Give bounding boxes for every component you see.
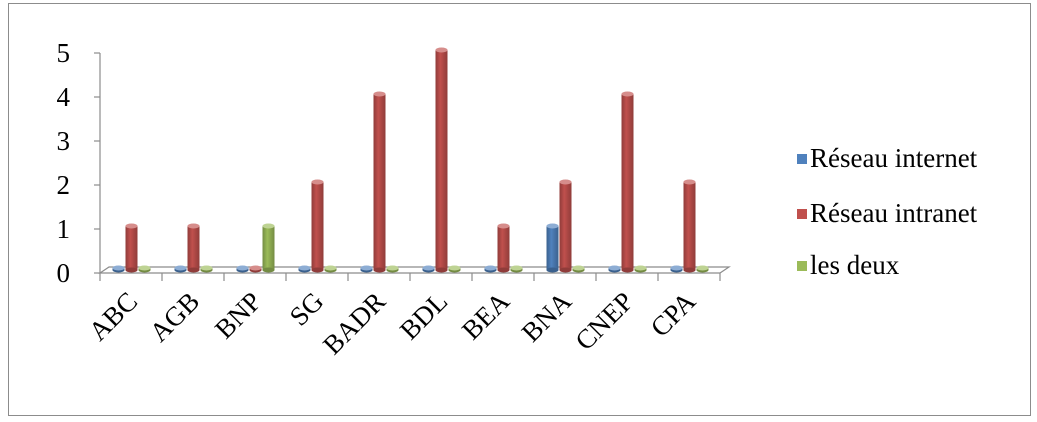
x-tick-label: CPA: [645, 286, 702, 343]
legend-swatch: [797, 154, 807, 164]
legend-label: Réseau internet: [810, 143, 978, 173]
bar: [448, 265, 461, 273]
x-tick-label: ABC: [83, 286, 143, 346]
x-tick-label: BEA: [456, 286, 516, 346]
legend-label: les deux: [810, 250, 900, 280]
bar: [497, 223, 510, 273]
bar: [572, 265, 585, 273]
bar: [112, 265, 125, 273]
x-tick-label: BNA: [516, 286, 578, 348]
bar: [125, 223, 138, 273]
bars: [112, 47, 709, 273]
bar: [670, 265, 683, 273]
y-tick-label: 1: [57, 214, 71, 244]
y-tick-label: 3: [57, 126, 71, 156]
y-axis: 0 1 2 3 4 5: [57, 38, 101, 288]
bar: [484, 265, 497, 273]
bar: [435, 47, 448, 273]
bar: [621, 91, 634, 273]
y-tick-label: 4: [57, 82, 71, 112]
legend-swatch: [797, 261, 807, 271]
y-tick-label: 5: [57, 38, 71, 68]
bar: [373, 91, 386, 273]
bar: [311, 179, 324, 273]
legend: Réseau internet Réseau intranet les deux: [797, 143, 978, 280]
y-tick-label: 2: [57, 170, 71, 200]
bar: [236, 265, 249, 273]
x-tick-label: CNEP: [569, 286, 639, 356]
bar: [360, 265, 373, 273]
bar: [696, 265, 709, 273]
bar: [608, 265, 621, 273]
bar: [174, 265, 187, 273]
x-tick-label: BDL: [394, 286, 453, 345]
bar: [298, 265, 311, 273]
bar: [683, 179, 696, 273]
x-tick-label: BADR: [317, 286, 391, 360]
bar: [634, 265, 647, 273]
bar: [324, 265, 337, 273]
bar: [510, 265, 523, 273]
legend-entry: Réseau internet: [797, 143, 978, 173]
bar: [559, 179, 572, 273]
bar: [546, 223, 559, 273]
bar: [249, 265, 262, 273]
legend-swatch: [797, 209, 807, 219]
x-tick-label: AGB: [144, 286, 206, 348]
legend-entry: les deux: [797, 250, 900, 280]
bar: [187, 223, 200, 273]
x-tick-label: BNP: [209, 286, 267, 344]
legend-entry: Réseau intranet: [797, 198, 978, 228]
legend-label: Réseau intranet: [810, 198, 978, 228]
x-tick-label: SG: [284, 286, 330, 332]
bar: [386, 265, 399, 273]
bar: [200, 265, 213, 273]
y-tick-label: 0: [57, 258, 71, 288]
bar: [262, 223, 275, 273]
chart-frame: [8, 3, 1031, 416]
bar: [138, 265, 151, 273]
bar: [422, 265, 435, 273]
